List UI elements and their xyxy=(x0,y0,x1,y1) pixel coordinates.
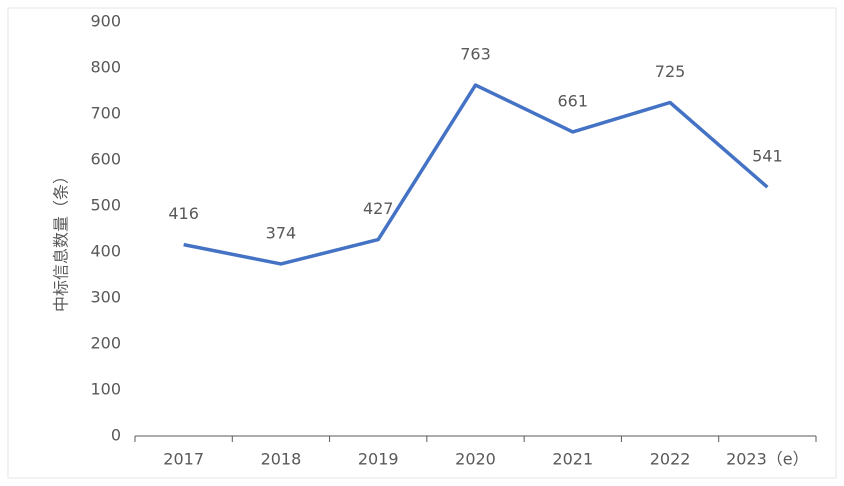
y-tick-label: 500 xyxy=(90,196,121,215)
data-label: 763 xyxy=(460,45,491,64)
line-series xyxy=(183,83,769,266)
y-axis-label: 中标信息数量（条） xyxy=(52,168,71,312)
y-tick-label: 200 xyxy=(90,334,121,353)
data-label: 725 xyxy=(655,62,686,81)
y-tick-label: 700 xyxy=(90,104,121,123)
x-tick-label: 2023（e） xyxy=(726,450,809,469)
x-tick-label: 2018 xyxy=(261,450,302,469)
y-tick-label: 300 xyxy=(90,288,121,307)
x-tick-label: 2020 xyxy=(455,450,496,469)
y-tick-label: 0 xyxy=(111,426,121,445)
data-label: 427 xyxy=(363,199,394,218)
data-label: 541 xyxy=(752,147,783,166)
y-tick-label: 600 xyxy=(90,150,121,169)
y-tick-label: 100 xyxy=(90,380,121,399)
data-label: 661 xyxy=(558,91,589,110)
chart-frame xyxy=(7,7,837,479)
data-label: 416 xyxy=(168,204,199,223)
y-tick-label: 400 xyxy=(90,242,121,261)
x-tick-label: 2021 xyxy=(552,450,593,469)
x-tick-label: 2022 xyxy=(650,450,691,469)
y-tick-label: 800 xyxy=(90,58,121,77)
y-tick-label: 900 xyxy=(90,12,121,31)
x-tick-label: 2019 xyxy=(358,450,399,469)
data-label: 374 xyxy=(266,223,297,242)
x-tick-label: 2017 xyxy=(163,450,204,469)
